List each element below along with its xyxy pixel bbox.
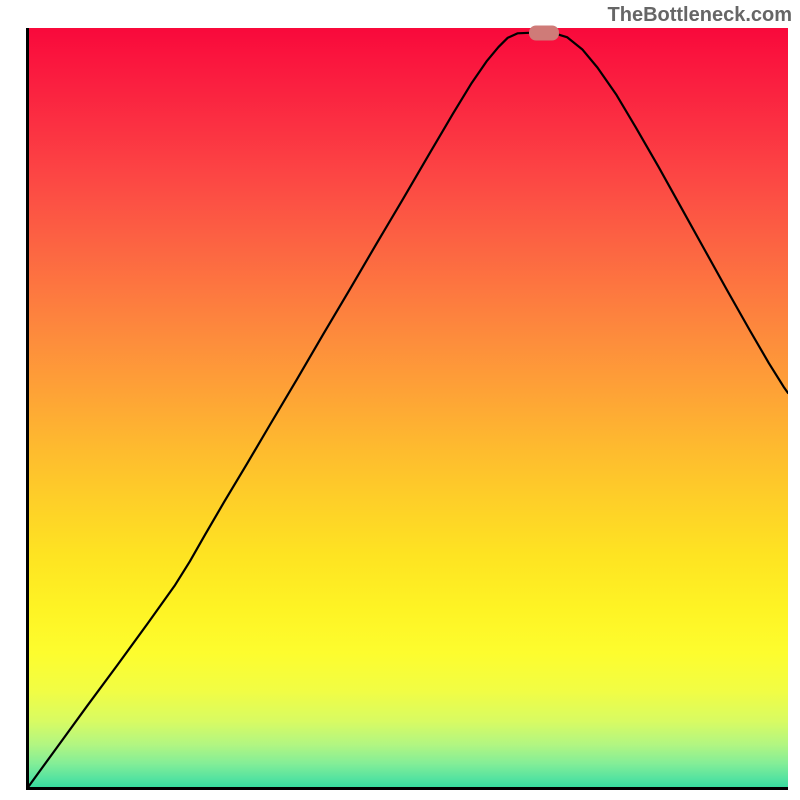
- curve-layer: [26, 28, 788, 790]
- bottleneck-chart: TheBottleneck.com: [0, 0, 800, 800]
- watermark-text: TheBottleneck.com: [608, 4, 792, 27]
- x-axis: [26, 787, 788, 790]
- bottleneck-curve: [26, 33, 788, 790]
- y-axis: [26, 28, 29, 790]
- optimal-marker: [529, 25, 559, 40]
- plot-area: [26, 28, 788, 790]
